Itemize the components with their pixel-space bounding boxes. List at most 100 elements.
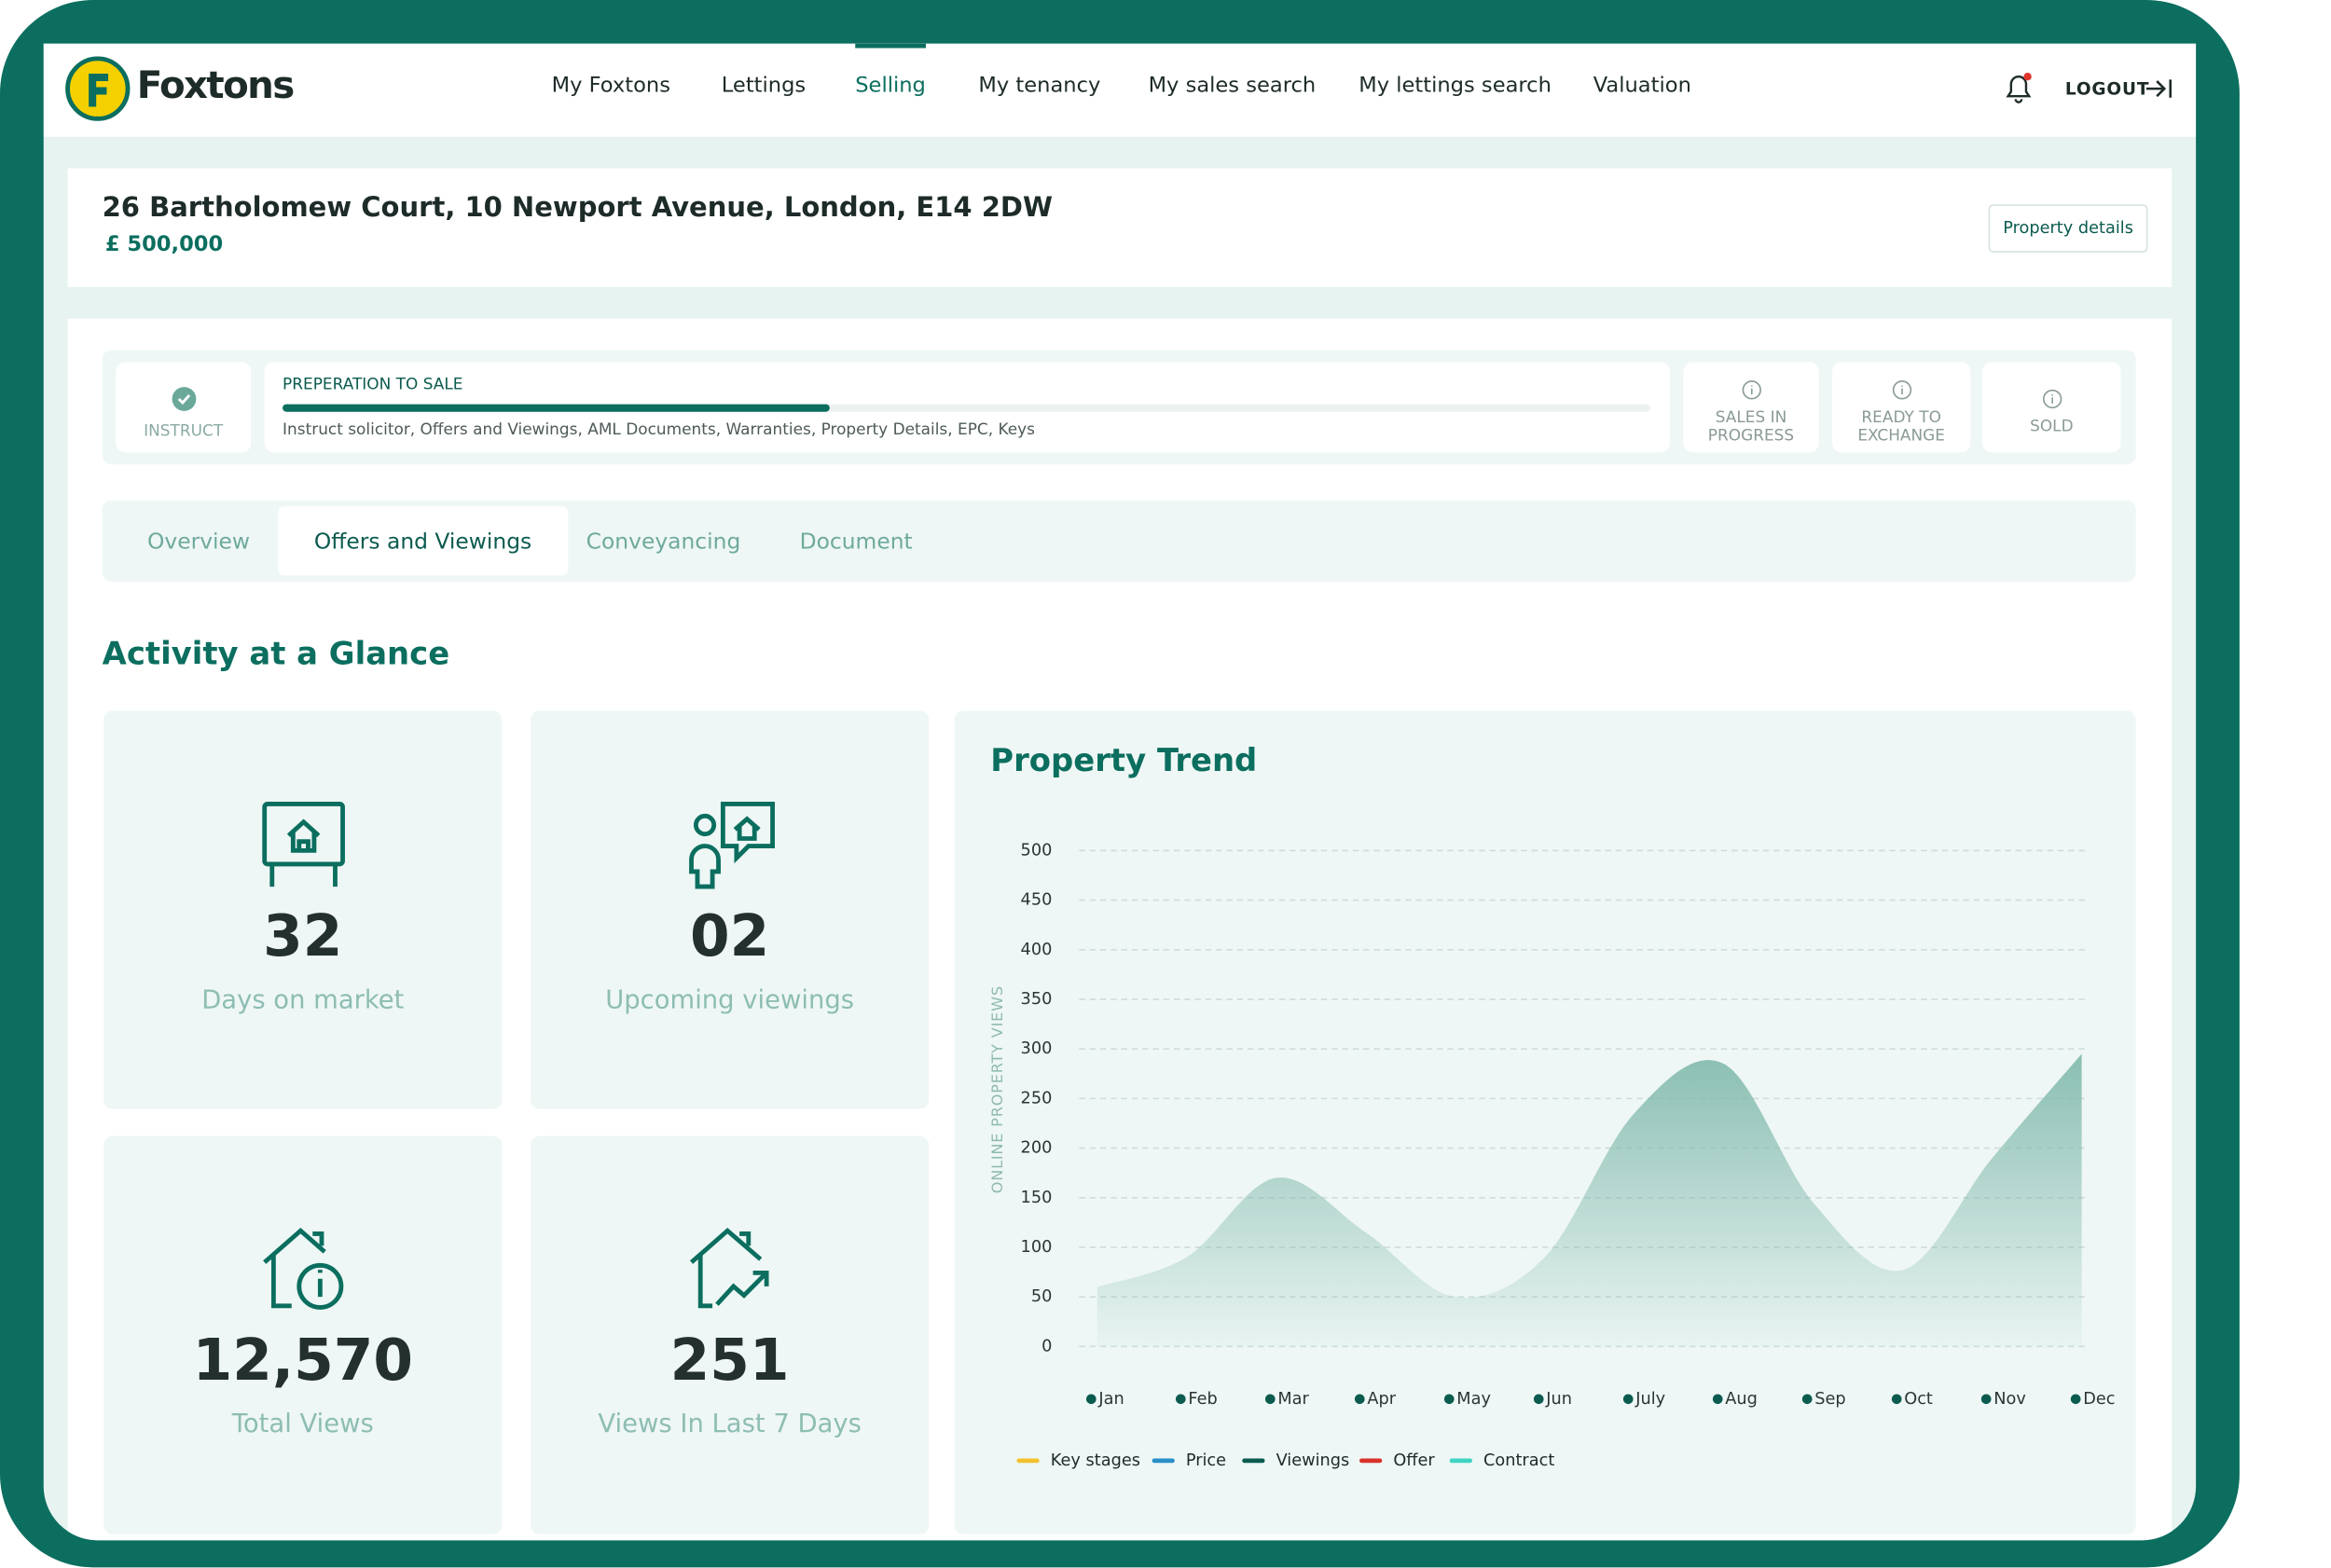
legend-label: Contract <box>1483 1451 1554 1470</box>
price: £ 500,000 <box>104 232 224 257</box>
tab[interactable]: Conveyancing <box>586 530 741 555</box>
legend-label: Offer <box>1393 1451 1435 1470</box>
stage-label: INSTRUCT <box>144 421 224 441</box>
x-tick-label: May <box>1456 1390 1491 1409</box>
stat-value: 32 <box>263 902 343 970</box>
info-icon <box>1742 380 1761 400</box>
stat-icon <box>689 802 775 889</box>
legend-label: Viewings <box>1276 1451 1350 1470</box>
x-tick-dot <box>1891 1394 1902 1405</box>
nav-item[interactable]: Selling <box>855 73 926 98</box>
stage-title: PREPERATION TO SALE <box>283 376 463 394</box>
stage-next[interactable]: SALES IN PROGRESS <box>1683 362 1819 453</box>
bell-icon[interactable] <box>2001 71 2037 107</box>
stat-label: Days on market <box>201 985 405 1016</box>
x-tick-label: Apr <box>1367 1390 1396 1409</box>
stage-next[interactable]: SOLD <box>1982 362 2121 453</box>
stat-label: Total Views <box>231 1410 374 1440</box>
x-tick-dot <box>1801 1394 1813 1405</box>
stage-label: SOLD <box>2030 418 2074 436</box>
section-title: Activity at a Glance <box>102 635 450 672</box>
active-tab-bg <box>278 506 569 576</box>
nav-item[interactable]: My Foxtons <box>551 73 670 98</box>
x-tick-label: Oct <box>1904 1390 1933 1409</box>
x-tick-dot <box>1622 1394 1634 1405</box>
x-tick-label: Mar <box>1277 1390 1309 1409</box>
x-tick-label: Sep <box>1814 1390 1845 1409</box>
tab-bar: Overview Offers and Viewings Conveyancin… <box>102 500 2136 582</box>
stat-label: Upcoming viewings <box>605 985 855 1016</box>
progress-fill <box>283 404 830 412</box>
chart-card: Property Trend ONLINE PROPERTY VIEWS 0 50… <box>954 710 2136 1534</box>
stat-label: Views In Last 7 Days <box>598 1410 862 1440</box>
stat-icon <box>262 802 345 887</box>
info-icon <box>2043 389 2062 409</box>
x-tick-dot <box>1712 1394 1723 1405</box>
active-indicator <box>855 43 926 48</box>
x-tick-label: Aug <box>1725 1390 1758 1409</box>
y-tick-label: 400 <box>1021 941 1053 959</box>
nav-item[interactable]: My lettings search <box>1359 73 1552 98</box>
stage-detail: Instruct solicitor, Offers and Viewings,… <box>283 420 1036 439</box>
header: Foxtons My Foxtons Lettings Selling My t… <box>43 43 2197 137</box>
tab[interactable]: Offers and Viewings <box>313 530 532 555</box>
stage-current: PREPERATION TO SALE Instruct solicitor, … <box>264 362 1670 453</box>
x-tick-label: Feb <box>1188 1390 1217 1409</box>
logout-icon <box>2145 79 2172 98</box>
x-tick-dot <box>1085 1394 1097 1405</box>
address: 26 Bartholomew Court, 10 Newport Avenue,… <box>102 192 1053 225</box>
x-tick-dot <box>2070 1394 2081 1405</box>
stat-value: 251 <box>669 1327 790 1394</box>
tab[interactable]: Overview <box>146 530 251 555</box>
stage-label: SALES IN PROGRESS <box>1707 408 1795 446</box>
y-tick-label: 250 <box>1021 1089 1053 1107</box>
stat-icon <box>689 1228 769 1309</box>
x-tick-dot <box>1533 1394 1544 1405</box>
nav-item[interactable]: My sales search <box>1148 73 1317 98</box>
stage-instruct[interactable]: INSTRUCT <box>116 362 252 453</box>
stat-card: 251 Views In Last 7 Days <box>531 1135 930 1534</box>
x-tick-label: July <box>1634 1390 1665 1409</box>
info-icon <box>1892 380 1912 400</box>
y-tick-label: 0 <box>1041 1337 1052 1355</box>
y-tick-label: 450 <box>1021 891 1053 910</box>
x-tick-label: Dec <box>2083 1390 2115 1409</box>
progress-track <box>283 404 1650 412</box>
area <box>1097 1053 2082 1347</box>
y-tick-label: 500 <box>1021 841 1053 860</box>
nav-item[interactable]: Valuation <box>1593 73 1691 98</box>
legend-label: Price <box>1186 1451 1226 1470</box>
stat-card: 12,570 Total Views <box>103 1135 503 1534</box>
stage-label: READY TO EXCHANGE <box>1857 408 1946 446</box>
x-tick-label: Jan <box>1097 1390 1124 1409</box>
legend-label: Key stages <box>1051 1451 1140 1470</box>
stat-value: 12,570 <box>192 1327 413 1394</box>
x-tick-dot <box>1264 1394 1276 1405</box>
x-tick-dot <box>1175 1394 1186 1405</box>
nav-item[interactable]: My tenancy <box>978 73 1101 98</box>
property-details-button[interactable]: Property details <box>1988 204 2148 253</box>
logout[interactable]: LOGOUT <box>2064 77 2150 100</box>
stat-value: 02 <box>689 902 770 970</box>
x-tick-dot <box>1354 1394 1365 1405</box>
x-tick-label: Jun <box>1545 1390 1572 1409</box>
main-card: INSTRUCT PREPERATION TO SALE Instruct so… <box>67 318 2172 1541</box>
y-tick-label: 100 <box>1021 1238 1053 1257</box>
tab[interactable]: Document <box>799 530 913 555</box>
x-tick-label: Nov <box>1993 1390 2026 1409</box>
stage-bar: INSTRUCT PREPERATION TO SALE Instruct so… <box>102 350 2136 465</box>
x-tick-dot <box>1980 1394 1992 1405</box>
stat-card: 02 Upcoming viewings <box>531 710 930 1109</box>
y-tick-label: 300 <box>1021 1039 1053 1058</box>
chart: Property Trend ONLINE PROPERTY VIEWS 0 50… <box>988 742 2116 1470</box>
stage-next[interactable]: READY TO EXCHANGE <box>1832 362 1971 453</box>
y-axis-label: ONLINE PROPERTY VIEWS <box>988 985 1006 1193</box>
x-tick-dot <box>1443 1394 1455 1405</box>
stat-icon <box>263 1228 344 1310</box>
y-tick-label: 150 <box>1021 1189 1053 1207</box>
logo <box>65 56 131 121</box>
nav-item[interactable]: Lettings <box>721 73 807 98</box>
screen: Foxtons My Foxtons Lettings Selling My t… <box>43 43 2197 1541</box>
